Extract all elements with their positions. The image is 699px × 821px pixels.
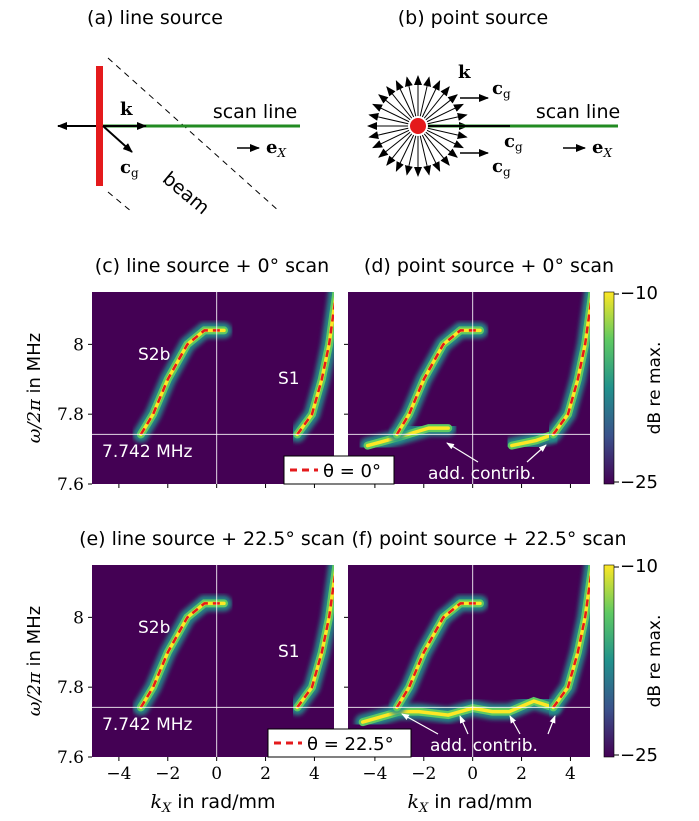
- scan-line-label-b: scan line: [536, 101, 620, 123]
- k-label-b: k: [458, 62, 471, 83]
- x-tick-label: −4: [362, 764, 387, 784]
- cg-arrow-a: [102, 125, 133, 153]
- legend-theta-225-text: θ = 22.5°: [307, 734, 394, 755]
- colorbar-top-label: dB re max.: [645, 342, 665, 435]
- y-tick-labels: 8 7.8 7.6 8 7.8 7.6: [57, 335, 84, 768]
- theta-fit-line-0: [395, 329, 480, 436]
- beam-label: beam: [158, 168, 213, 220]
- contrib-arrow-f-4: [547, 715, 556, 735]
- x-tick-labels: −4 −2 0 2 4 −4 −2 0 2 4: [106, 764, 576, 784]
- cg-label-b-mid: cg: [504, 131, 523, 154]
- heatmap-panel-c: [88, 292, 334, 488]
- contrib-arrow-d-left: [446, 442, 479, 463]
- y-tick-label: 7.8: [57, 405, 84, 425]
- colorbar-bottom: −10 −25 dB re max.: [603, 556, 665, 766]
- s1-label-c: S1: [278, 369, 300, 389]
- freq-label-c: 7.742 MHz: [102, 442, 193, 462]
- colorbar-top-min: −25: [620, 472, 658, 493]
- ex-label-b: eX: [592, 137, 612, 160]
- panel-d-title: (d) point source + 0° scan: [364, 255, 614, 277]
- x-tick-label: 0: [467, 764, 478, 784]
- x-tick-label: −2: [411, 764, 436, 784]
- line-source-bar: [96, 66, 103, 186]
- theta-fit-line-1: [296, 300, 334, 436]
- heatmap-panel-d: [344, 292, 590, 488]
- panel-e-title: (e) line source + 22.5° scan: [79, 528, 345, 550]
- freq-label-e: 7.742 MHz: [102, 715, 193, 735]
- y-tick-label: 8: [73, 335, 84, 355]
- legend-theta-0: θ = 0°: [283, 455, 395, 485]
- y-tick-label: 7.6: [57, 748, 84, 768]
- x-tick-label: 2: [260, 764, 271, 784]
- colorbar-bottom-label: dB re max.: [645, 615, 665, 708]
- theta-fit-line-0: [139, 602, 224, 709]
- point-source-dot: [408, 116, 428, 136]
- extra-contribution-0-core: [365, 426, 450, 448]
- beam-edge-lower: [107, 191, 133, 213]
- legend-theta-0-text: θ = 0°: [323, 461, 381, 482]
- xlabel-left: kX in rad/mm: [150, 791, 275, 816]
- panel-f-title: (f) point source + 22.5° scan: [351, 528, 626, 550]
- x-tick-label: −2: [155, 764, 180, 784]
- heatmap-panel-f: [344, 565, 590, 761]
- s1-label-e: S1: [278, 642, 300, 662]
- contrib-label-d: add. contrib.: [428, 464, 536, 484]
- colorbar-bottom-max: −10: [620, 556, 658, 577]
- xlabel-right: kX in rad/mm: [407, 791, 532, 816]
- contrib-arrow-d-right: [526, 444, 547, 463]
- colorbar-top-max: −10: [620, 283, 658, 304]
- panel-a-title: (a) line source: [87, 7, 223, 29]
- cg-label-b-top: cg: [492, 78, 511, 101]
- cg-label-b-bottom: cg: [492, 156, 511, 179]
- heatmap-background: [348, 292, 590, 484]
- contrib-arrow-f-3: [509, 715, 521, 735]
- ylabel-bottom: ω/2π in MHz: [24, 606, 45, 716]
- y-tick-label: 7.8: [57, 678, 84, 698]
- x-tick-label: 2: [516, 764, 527, 784]
- theta-fit-line-1: [296, 573, 334, 709]
- beam-edge-upper: [107, 57, 281, 213]
- contrib-arrow-f-2: [459, 715, 469, 735]
- theta-fit-line-0: [139, 329, 224, 436]
- x-tick-label: −4: [106, 764, 131, 784]
- heatmap-background: [348, 565, 590, 757]
- k-label-a: k: [120, 99, 133, 120]
- panel-b-title: (b) point source: [398, 7, 549, 29]
- colorbar-bottom-min: −25: [620, 745, 658, 766]
- heatmap-panel-e: [88, 565, 334, 761]
- legend-theta-225: θ = 22.5°: [267, 728, 412, 758]
- x-tick-label: 4: [309, 764, 320, 784]
- s2b-label-e: S2b: [138, 618, 170, 638]
- contrib-label-f: add. contrib.: [430, 736, 538, 756]
- theta-fit-line-1: [552, 573, 590, 709]
- contrib-arrow-f-1: [401, 713, 439, 735]
- panel-a-diagram: (a) line source k cg scan line eX beam: [57, 7, 300, 220]
- ex-label-a: eX: [266, 137, 286, 160]
- panel-c-title: (c) line source + 0° scan: [95, 255, 329, 277]
- panel-b-diagram: (b) point source k cg cg cg scan line eX: [367, 7, 620, 179]
- s2b-label-c: S2b: [138, 345, 170, 365]
- theta-fit-line-0: [395, 602, 480, 709]
- colorbar-top: −10 −25 dB re max.: [603, 283, 665, 493]
- cg-label-a: cg: [120, 157, 139, 180]
- scan-line-label-a: scan line: [213, 101, 297, 123]
- x-tick-label: 4: [565, 764, 576, 784]
- y-tick-label: 7.6: [57, 475, 84, 495]
- theta-fit-line-1: [552, 300, 590, 436]
- x-tick-label: 0: [211, 764, 222, 784]
- y-tick-label: 8: [73, 608, 84, 628]
- ylabel-top: ω/2π in MHz: [24, 333, 45, 443]
